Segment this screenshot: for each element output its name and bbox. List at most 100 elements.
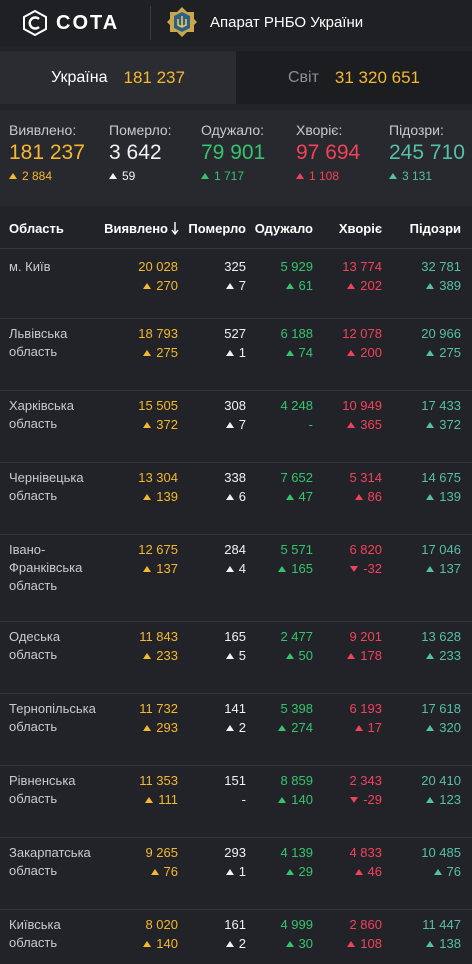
sick-delta: 178 <box>347 648 382 663</box>
detected-delta: 372 <box>143 417 178 432</box>
table-row[interactable]: Київська область 8 020 140 161 2 4 999 30 2 860 1… <box>0 910 472 964</box>
suspected-value: 17 618 <box>421 701 461 716</box>
recovered-delta-value: - <box>308 417 313 432</box>
suspected-delta: 76 <box>433 864 461 879</box>
column-header-suspected[interactable]: Підозри <box>409 221 461 236</box>
cota-logo[interactable]: COTA <box>22 10 119 36</box>
suspected-delta-value: 233 <box>439 648 461 663</box>
column-header-recovered[interactable]: Одужало <box>254 221 313 236</box>
brand-name: COTA <box>56 11 120 34</box>
deaths-delta: 2 <box>225 720 246 735</box>
summary-value: 97 694 <box>296 141 361 164</box>
table-row[interactable]: м. Київ 20 028 270 325 7 5 929 61 13 774 202 32 7… <box>0 252 472 319</box>
summary-value: 3 642 <box>109 141 162 164</box>
arrow-up-icon <box>150 868 159 875</box>
detected-delta: 111 <box>145 792 178 807</box>
arrow-up-icon <box>145 796 154 803</box>
arrow-up-icon <box>426 349 435 356</box>
tab-world-label: Світ <box>287 68 319 86</box>
table-row[interactable]: Івано- Франківська область 12 675 137 284 4 5 5… <box>0 535 472 622</box>
deaths-value: 141 <box>224 701 246 716</box>
deaths-delta-value: 7 <box>238 417 246 432</box>
arrow-up-icon <box>143 652 152 659</box>
deaths-value: 165 <box>224 629 246 644</box>
region-name-line: область <box>9 863 58 878</box>
arrow-up-icon <box>296 173 304 179</box>
column-header-region[interactable]: Область <box>9 221 64 236</box>
arrow-up-icon <box>347 349 356 356</box>
suspected-delta-value: 138 <box>439 936 461 951</box>
sick-delta-value: 86 <box>367 489 382 504</box>
region-name-line: Рівненська <box>9 773 76 788</box>
table-row[interactable]: Чернівецька область 13 304 139 338 6 7 652 47 5 … <box>0 463 472 535</box>
tab-ukraine[interactable]: Україна 181 237 <box>0 51 236 104</box>
cota-hexagon-icon <box>23 10 47 36</box>
suspected-value: 10 485 <box>421 845 461 860</box>
suspected-delta-value: 275 <box>439 345 461 360</box>
suspected-delta: 137 <box>426 561 461 576</box>
arrow-up-icon <box>285 282 294 289</box>
deaths-value: 338 <box>224 470 246 485</box>
arrow-up-icon <box>278 565 287 572</box>
sick-value: 10 949 <box>342 398 382 413</box>
detected-value: 11 843 <box>139 629 178 644</box>
sick-delta: 202 <box>347 278 382 293</box>
region-name-line: Франківська <box>9 560 83 575</box>
region-name: Одеська область <box>9 628 109 664</box>
recovered-delta-value: 30 <box>298 936 313 951</box>
column-header-deaths[interactable]: Померло <box>188 221 246 236</box>
detected-delta-value: 293 <box>156 720 178 735</box>
detected-value: 11 353 <box>139 773 178 788</box>
table-row[interactable]: Тернопільська область 11 732 293 141 2 5 398 27… <box>0 694 472 766</box>
summary-deaths: Померло: 3 642 59 <box>109 122 172 183</box>
recovered-delta-value: 47 <box>298 489 313 504</box>
sick-delta-value: -32 <box>363 561 382 576</box>
table-row[interactable]: Рівненська область 11 353 111 151 - 8 859 140 2 … <box>0 766 472 838</box>
arrow-up-icon <box>426 724 435 731</box>
recovered-value: 5 929 <box>280 259 313 274</box>
sick-delta-value: -29 <box>363 792 382 807</box>
recovered-value: 6 188 <box>280 326 313 341</box>
detected-value: 15 505 <box>138 398 178 413</box>
summary-delta-value: 3 131 <box>402 169 433 183</box>
deaths-value: 161 <box>224 917 246 932</box>
table-row[interactable]: Харківська область 15 505 372 308 7 4 248 - 10 9… <box>0 391 472 463</box>
sick-value: 13 774 <box>342 259 382 274</box>
summary-delta-value: 2 884 <box>22 169 53 183</box>
arrow-up-icon <box>426 940 435 947</box>
region-name-line: Івано- <box>9 542 46 557</box>
suspected-delta-value: 76 <box>446 864 461 879</box>
arrow-up-icon <box>225 868 234 875</box>
arrow-up-icon <box>285 940 294 947</box>
sick-value: 6 193 <box>349 701 382 716</box>
detected-value: 9 265 <box>145 845 178 860</box>
tab-world[interactable]: Світ 31 320 651 <box>236 51 472 104</box>
column-header-sick[interactable]: Хворіє <box>338 221 382 236</box>
arrow-up-icon <box>225 493 234 500</box>
suspected-value: 20 966 <box>421 326 461 341</box>
suspected-value: 20 410 <box>421 773 461 788</box>
summary-delta-value: 1 108 <box>309 169 340 183</box>
deaths-value: 293 <box>224 845 246 860</box>
column-header-detected[interactable]: Виявлено <box>104 221 179 236</box>
region-name: Тернопільська область <box>9 700 109 736</box>
region-name-line: Закарпатська <box>9 845 91 860</box>
detected-delta-value: 139 <box>156 489 178 504</box>
table-header: Область Виявлено Померло Одужало Хворіє … <box>0 207 472 249</box>
suspected-delta: 275 <box>426 345 461 360</box>
deaths-delta-value: - <box>241 792 246 807</box>
region-name: Івано- Франківська область <box>9 541 109 595</box>
arrow-up-icon <box>347 940 356 947</box>
region-name-line: область <box>9 578 58 593</box>
recovered-delta: 61 <box>285 278 313 293</box>
region-name-line: область <box>9 791 58 806</box>
recovered-delta: 274 <box>278 720 313 735</box>
table-row[interactable]: Закарпатська область 9 265 76 293 1 4 139 29 4 8… <box>0 838 472 910</box>
arrow-up-icon <box>426 652 435 659</box>
deaths-value: 308 <box>224 398 246 413</box>
detected-delta: 137 <box>143 561 178 576</box>
recovered-delta: 165 <box>278 561 313 576</box>
table-row[interactable]: Львівська область 18 793 275 527 1 6 188 74 12 0… <box>0 319 472 391</box>
table-row[interactable]: Одеська область 11 843 233 165 5 2 477 50 9 201… <box>0 622 472 694</box>
org-title: Апарат РНБО України <box>210 14 364 31</box>
